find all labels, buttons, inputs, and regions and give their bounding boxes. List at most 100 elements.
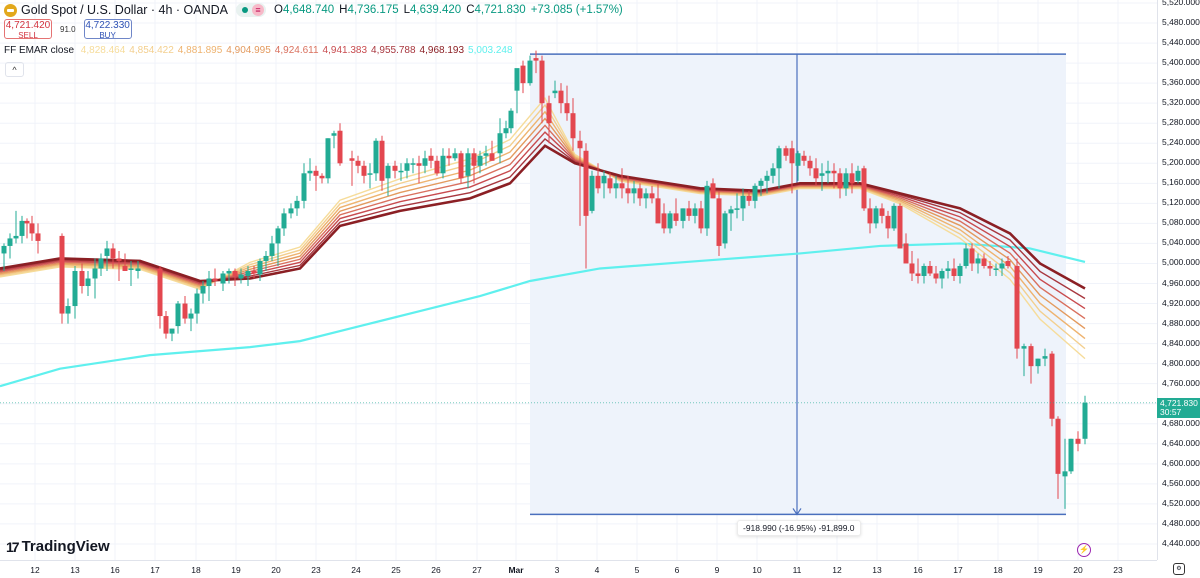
price-tick-label: 4,440.000	[1162, 537, 1200, 548]
candle	[422, 158, 428, 166]
candle	[692, 208, 698, 216]
candle	[1014, 265, 1020, 349]
candle	[367, 173, 373, 175]
indicator-value: 4,828.464	[80, 45, 126, 56]
lightning-icon[interactable]: ⚡	[1077, 543, 1091, 557]
candle	[698, 208, 704, 229]
time-tick-label: 24	[351, 565, 361, 575]
candle	[649, 193, 655, 199]
measure-label: -918.990 (-16.95%) -91,899.0	[737, 520, 861, 536]
candle	[776, 148, 782, 169]
candle	[29, 223, 35, 234]
candle	[251, 270, 257, 274]
candle	[275, 228, 281, 244]
time-axis[interactable]: 12 13 16 17 18 19 20 23 24 25 26 27 Mar 3 4 5 6 9 10 11 12 13…	[0, 560, 1157, 578]
candle	[471, 153, 477, 166]
indicator-legend[interactable]: FF EMAR close 4,828.464 4,854.422 4,881.89…	[4, 45, 517, 56]
candle	[355, 160, 361, 166]
buy-button[interactable]: 4,722.330 BUY	[83, 19, 132, 40]
candle	[704, 185, 710, 229]
candle	[92, 268, 98, 279]
market-status-group[interactable]: ≡	[236, 3, 267, 17]
candle	[564, 103, 570, 114]
candle	[873, 208, 879, 224]
price-chart-canvas[interactable]	[0, 0, 1157, 560]
candle	[613, 183, 619, 189]
ohlc-value: +73.085 (+1.57%)	[530, 4, 623, 16]
menu-icon[interactable]: ≡	[252, 4, 265, 16]
price-tick-label: 4,880.000	[1162, 317, 1200, 328]
candle	[337, 130, 343, 164]
price-tick-label: 5,280.000	[1162, 117, 1200, 128]
candle	[434, 160, 440, 174]
price-tick-label: 4,520.000	[1162, 497, 1200, 508]
candle	[915, 273, 921, 276]
gold-symbol-icon	[4, 3, 17, 17]
indicator-value: 4,968.193	[419, 45, 465, 56]
candle	[194, 293, 200, 314]
candle	[288, 208, 294, 214]
symbol-header: Gold Spot / U.S. Dollar · 4h · OANDA ≡ O…	[4, 3, 628, 17]
settings-icon[interactable]: ⚙	[1173, 563, 1185, 575]
candle	[1035, 358, 1041, 367]
time-tick-label: 17	[150, 565, 160, 575]
candle	[238, 274, 244, 279]
price-tick-label: 5,160.000	[1162, 177, 1200, 188]
candle	[993, 268, 999, 270]
symbol-title[interactable]: Gold Spot / U.S. Dollar · 4h · OANDA	[21, 3, 229, 17]
candle	[24, 220, 30, 224]
candle	[35, 233, 41, 241]
candle	[257, 260, 263, 275]
candle	[65, 306, 71, 314]
candle	[489, 153, 495, 161]
candle	[789, 148, 795, 164]
candle	[921, 265, 927, 276]
measure-range-box[interactable]	[530, 54, 1066, 515]
market-open-icon	[242, 7, 249, 13]
price-axis[interactable]: 5,520.000 5,480.000 5,440.000 5,400.000 5,36…	[1157, 0, 1200, 560]
tradingview-logo[interactable]: 17 TradingView	[6, 538, 110, 555]
candle	[855, 170, 861, 181]
candle	[508, 110, 514, 129]
candle	[746, 195, 752, 201]
price-tick-label: 5,400.000	[1162, 57, 1200, 68]
candle	[813, 168, 819, 179]
candle	[361, 165, 367, 176]
tradingview-mark-icon: 17	[6, 538, 20, 555]
ohlc-values: O4,648.740 H4,736.175 L4,639.420 C4,721.830…	[274, 4, 628, 16]
candle	[1042, 356, 1048, 359]
candle	[79, 270, 85, 287]
candle	[577, 140, 583, 149]
candle	[879, 208, 885, 216]
price-tick-label: 5,120.000	[1162, 197, 1200, 208]
ohlc-value: 4,648.740	[282, 4, 335, 16]
candle	[807, 160, 813, 169]
collapse-legend-button[interactable]: ^	[5, 62, 24, 77]
price-tick-label: 4,680.000	[1162, 417, 1200, 428]
candle	[891, 205, 897, 229]
candle	[939, 270, 945, 279]
candle	[98, 258, 104, 269]
ohlc-key: H	[339, 4, 348, 16]
price-tick-label: 4,480.000	[1162, 517, 1200, 528]
candle	[837, 173, 843, 189]
price-tick-label: 4,560.000	[1162, 477, 1200, 488]
price-tick-label: 5,200.000	[1162, 157, 1200, 168]
candle	[385, 165, 391, 179]
candle	[497, 133, 503, 154]
time-tick-label: 26	[431, 565, 441, 575]
candle	[909, 263, 915, 274]
candle	[1005, 260, 1011, 266]
price-tick-label: 5,000.000	[1162, 257, 1200, 268]
candle	[927, 265, 933, 274]
sma-line	[0, 242, 1086, 388]
buy-label: BUY	[99, 31, 116, 40]
sell-button[interactable]: 4,721.420 SELL	[4, 19, 52, 40]
candle	[206, 278, 212, 287]
candle	[570, 113, 576, 139]
candle	[619, 183, 625, 189]
candle	[245, 270, 251, 276]
candle	[294, 200, 300, 209]
candle	[546, 103, 552, 124]
candle	[263, 255, 269, 261]
